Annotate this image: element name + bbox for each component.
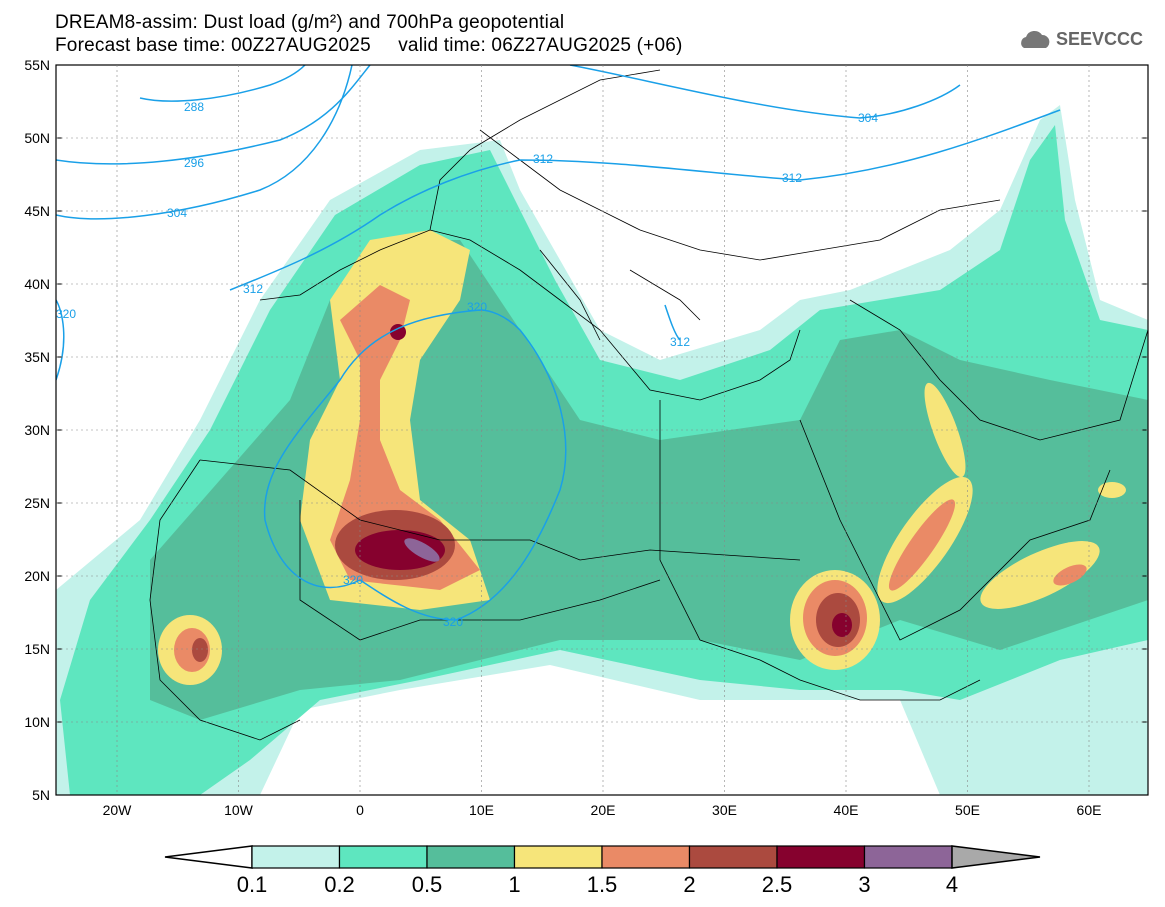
colorbar-over-arrow [951, 845, 1041, 869]
colorbar-swatch [601, 845, 691, 869]
contour-label: 288 [184, 100, 204, 114]
contour-label: 312 [782, 171, 802, 185]
logo-text: SEEVCCC [1056, 28, 1144, 49]
map-subtitle-times: Forecast base time: 00Z27AUG2025 valid t… [55, 35, 683, 56]
lat-label: 45N [24, 203, 50, 219]
geopotential-contours [56, 65, 1061, 621]
colorbar-swatch [863, 845, 953, 869]
colorbar-tick-label: 0.1 [237, 872, 268, 897]
colorbar-tick-label: 0.2 [324, 872, 355, 897]
lon-label: 40E [834, 802, 859, 818]
colorbar-tick-label: 4 [946, 872, 958, 897]
lat-label: 55N [24, 57, 50, 73]
contour-label: 312 [670, 335, 690, 349]
lat-label: 40N [24, 276, 50, 292]
contour-label: 320 [467, 300, 487, 314]
colorbar-under-arrow [164, 845, 253, 869]
dust-level-2.5 [355, 530, 445, 570]
dust-arabia [877, 382, 1126, 609]
latitude-labels: 55N 50N 45N 40N 35N 30N 25N 20N 15N 10N 5N [24, 57, 1148, 803]
lon-label: 50E [955, 802, 980, 818]
seevccc-logo: SEEVCCC [1018, 28, 1143, 50]
colorbar-tick-label: 2.5 [762, 872, 793, 897]
lat-label: 5N [32, 787, 50, 803]
contour-labels: 288 296 304 312 320 320 320 320 312 304 … [56, 100, 878, 629]
contour-label: 304 [858, 111, 878, 125]
lat-label: 25N [24, 495, 50, 511]
colorbar-tick-label: 2 [683, 872, 695, 897]
colorbar-swatch [251, 845, 341, 869]
dust-ethiopia [790, 570, 880, 670]
contour-label: 296 [184, 156, 204, 170]
colorbar-tick-label: 3 [858, 872, 870, 897]
lon-label: 10E [469, 802, 494, 818]
longitude-labels: 20W 10W 0 10E 20E 30E 40E 50E 60E [103, 65, 1102, 818]
lat-label: 20N [24, 568, 50, 584]
lon-label: 10W [224, 802, 254, 818]
lon-label: 30E [712, 802, 737, 818]
colorbar-swatch [688, 845, 778, 869]
contour-label: 320 [443, 615, 463, 629]
colorbar-swatch [776, 845, 866, 869]
colorbar-swatch [338, 845, 428, 869]
contour-label: 312 [243, 282, 263, 296]
colorbar-tick-label: 1.5 [587, 872, 618, 897]
lat-label: 35N [24, 349, 50, 365]
colorbar-swatch [426, 845, 516, 869]
lon-label: 20W [103, 802, 133, 818]
lat-label: 15N [24, 641, 50, 657]
colorbar-tick-label: 1 [508, 872, 520, 897]
map-title: DREAM8-assim: Dust load (g/m²) and 700hP… [55, 12, 565, 33]
dust-level-3 [404, 538, 440, 562]
cloud-icon [1021, 30, 1050, 48]
lat-label: 50N [24, 130, 50, 146]
contour-label: 320 [343, 573, 363, 587]
colorbar-swatch [513, 845, 603, 869]
lat-label: 10N [24, 714, 50, 730]
dust-fields [56, 65, 1148, 795]
lat-label: 30N [24, 422, 50, 438]
lon-label: 20E [591, 802, 616, 818]
dust-senegal [158, 615, 222, 685]
colorbar: 0.1 0.2 0.5 1 1.5 2 2.5 3 4 [164, 845, 1041, 897]
contour-label: 320 [56, 307, 76, 321]
lon-label: 60E [1077, 802, 1102, 818]
colorbar-tick-label: 0.5 [412, 872, 443, 897]
dust-level-1.5 [330, 285, 480, 590]
country-borders [149, 69, 1148, 741]
lon-label: 0 [356, 802, 364, 818]
contour-label: 304 [167, 206, 187, 220]
contour-label: 312 [533, 152, 553, 166]
dust-max-atlas [390, 324, 406, 340]
